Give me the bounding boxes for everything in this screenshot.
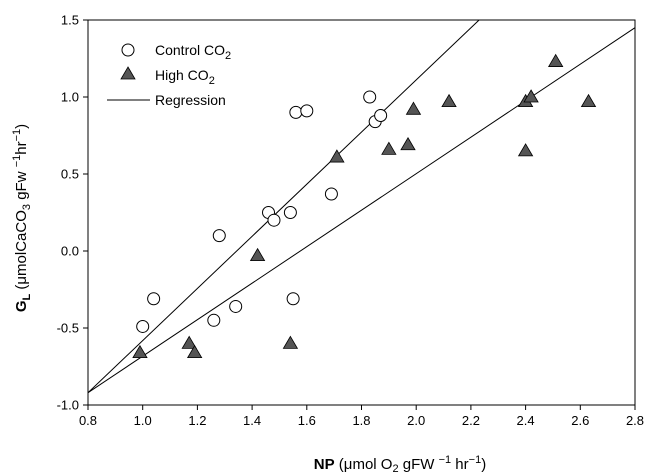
high-co2-point (523, 89, 539, 103)
regression-line (87, 19, 480, 394)
data-points (132, 53, 597, 359)
control-co2-point (267, 213, 281, 227)
control-co2-point (324, 187, 338, 201)
control-co2-point (300, 104, 314, 118)
high-co2-point (186, 344, 203, 359)
x-tick-label: 2.4 (517, 413, 535, 428)
high-co2-point (132, 344, 148, 359)
x-tick-label: 2.8 (626, 413, 644, 428)
y-axis-title: GL (μmolCaCO3 gFw −1hr−1) (11, 124, 33, 312)
control-co2-point (207, 313, 221, 327)
high-co2-point (381, 141, 397, 155)
control-co2-point (229, 299, 243, 313)
high-co2-point (405, 101, 422, 115)
high-co2-point (400, 136, 416, 151)
x-axis-title: NP (μmol O2 gFW −1 hr−1) (314, 454, 486, 475)
legend-high-marker (120, 66, 136, 80)
y-tick-label: 0.0 (61, 244, 79, 259)
x-tick-label: 2.2 (462, 413, 480, 428)
x-tick-label: 1.8 (352, 413, 370, 428)
legend-control-label: Control CO2 (155, 42, 231, 62)
y-tick-label: 0.5 (61, 167, 79, 182)
legend: Control CO2 High CO2 Regression (107, 42, 231, 108)
control-co2-point (363, 90, 377, 104)
x-tick-label: 1.4 (243, 413, 261, 428)
x-tick-label: 2.0 (407, 413, 425, 428)
y-tick-label: 1.5 (61, 13, 79, 28)
x-tick-label: 1.0 (134, 413, 152, 428)
control-co2-point (286, 292, 300, 306)
high-co2-point (547, 53, 564, 67)
control-co2-point (147, 292, 161, 306)
control-co2-point (374, 108, 388, 122)
control-co2-point (283, 206, 297, 219)
x-tick-label: 1.2 (188, 413, 206, 428)
y-tick-label: 1.0 (61, 90, 79, 105)
high-co2-point (329, 149, 345, 163)
high-co2-point (441, 93, 457, 108)
high-co2-point (249, 247, 266, 262)
regression-lines (87, 19, 636, 394)
x-tick-label: 2.6 (571, 413, 589, 428)
x-tick-label: 1.6 (298, 413, 316, 428)
y-tick-label: -0.5 (57, 321, 79, 336)
legend-high-label: High CO2 (155, 67, 215, 87)
control-co2-point (289, 105, 303, 119)
x-tick-label: 0.8 (79, 413, 97, 428)
control-co2-point (212, 229, 226, 243)
legend-regression-label: Regression (155, 92, 226, 108)
high-co2-point (580, 93, 597, 108)
regression-line (87, 27, 636, 394)
high-co2-point (517, 143, 534, 157)
high-co2-point (181, 335, 197, 349)
y-tick-label: -1.0 (57, 398, 79, 413)
legend-control-marker (121, 43, 135, 57)
high-co2-point (282, 335, 299, 349)
axis-ticks: 0.8 1.0 1.2 1.4 1.6 1.8 2.0 2.2 2.4 2.6 2.8 -1.0 -0.… (57, 13, 644, 429)
control-co2-point (136, 319, 150, 333)
